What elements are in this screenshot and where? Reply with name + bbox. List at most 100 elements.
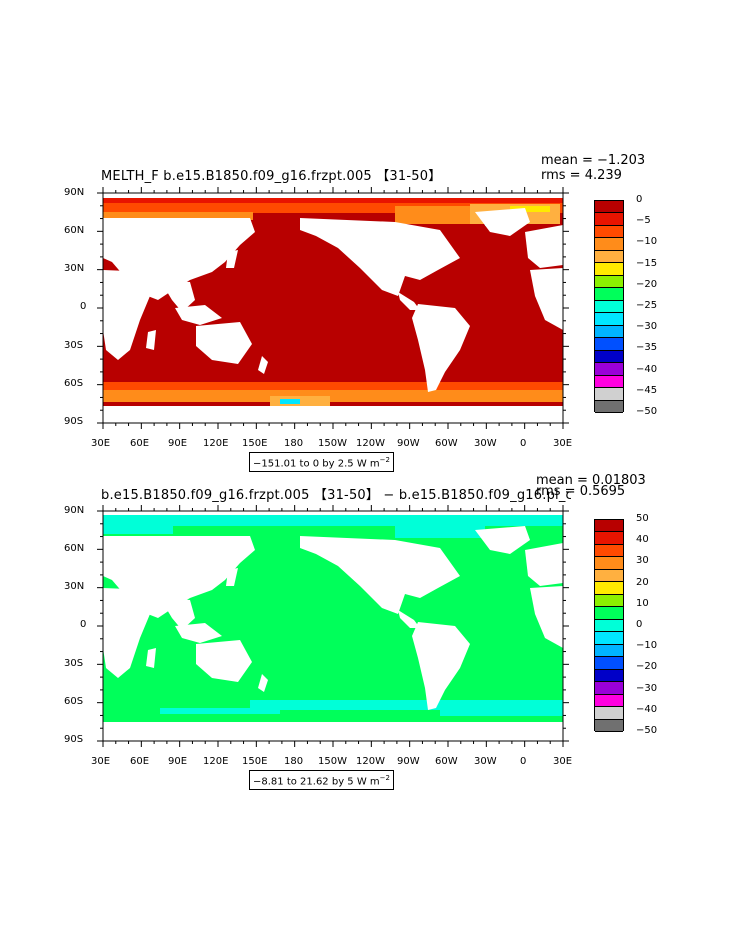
panel-2-lon-label: 90W <box>397 756 420 767</box>
legend-swatch <box>595 582 623 595</box>
legend-label: 0 <box>636 194 643 205</box>
panel-2-lon-label: 180 <box>284 756 304 767</box>
legend-label: −45 <box>636 384 658 396</box>
panel-2-lon-label: 120W <box>356 756 385 767</box>
panel-1-lat-90s: 90S <box>64 416 84 427</box>
legend-swatch <box>595 288 623 301</box>
legend-swatch <box>595 275 623 289</box>
legend-label: −20 <box>636 661 658 673</box>
legend-label: −5 <box>636 215 651 227</box>
legend-swatch <box>595 325 623 339</box>
panel-2-title: b.e15.B1850.f09_g16.frzpt.005 【31-50】 − … <box>101 488 571 503</box>
panel-1-lon-label: 30E <box>553 438 573 449</box>
legend-label: −40 <box>636 703 658 715</box>
legend-label: 0 <box>636 619 643 630</box>
legend-label: 40 <box>636 534 649 546</box>
legend-label: −20 <box>636 278 658 290</box>
panel-1-lat-30n: 30N <box>64 263 85 274</box>
panel-2-lat-90n: 90N <box>64 505 85 516</box>
legend-swatch <box>595 669 623 683</box>
legend-swatch <box>595 707 623 720</box>
panel-1-lon-label: 60W <box>435 438 458 449</box>
panel-1-lon-label: 90E <box>168 438 188 449</box>
panel-2-legend <box>594 519 624 732</box>
panel-1-lat-90n: 90N <box>64 187 85 198</box>
panel-2-lat-30n: 30N <box>64 581 85 592</box>
legend-swatch <box>595 632 623 645</box>
legend-swatch <box>595 532 623 545</box>
panel-1-legend <box>594 200 624 413</box>
panel-2-lon-label: 120E <box>203 756 229 767</box>
panel-1-lon-label: 30E <box>91 438 111 449</box>
legend-label: 30 <box>636 555 649 567</box>
legend-swatch <box>595 263 623 276</box>
legend-swatch <box>595 350 623 364</box>
panel-1-lat-30s: 30S <box>64 340 84 351</box>
panel-2-lon-label: 60W <box>435 756 458 767</box>
legend-label: −30 <box>636 682 658 694</box>
panel-1-lon-label: 150W <box>318 438 347 449</box>
panel-1-lon-label: 0 <box>520 438 527 449</box>
panel-2-lat-30s: 30S <box>64 658 84 669</box>
panel-2-lat-60s: 60S <box>64 696 84 707</box>
legend-swatch <box>595 250 623 264</box>
panel-1-lon-label: 120E <box>203 438 229 449</box>
panel-2-lon-label: 90E <box>168 756 188 767</box>
panel-2-contour-range: −8.81 to 21.62 by 5 W m−2 <box>249 770 394 791</box>
panel-1-lat-0: 0 <box>80 301 87 312</box>
panel-2-lat-90s: 90S <box>64 734 84 745</box>
panel-2-lat-60n: 60N <box>64 543 85 554</box>
legend-label: −35 <box>636 342 658 354</box>
panel-1-range-text: −151.01 to 0 by 2.5 W m <box>253 458 380 470</box>
legend-swatch <box>595 719 623 732</box>
panel-2-range-text: −8.81 to 21.62 by 5 W m <box>253 776 380 788</box>
panel-2-lon-label: 0 <box>520 756 527 767</box>
panel-2-mean: mean = 0.01803 <box>536 473 646 488</box>
legend-swatch <box>595 557 623 570</box>
panel-2-range-exp: −2 <box>379 774 390 782</box>
legend-label: −15 <box>636 257 658 269</box>
panel-1-lon-label: 180 <box>284 438 304 449</box>
panel-2-rms: rms = 0.5695 <box>536 484 626 499</box>
legend-swatch <box>595 644 623 658</box>
legend-swatch <box>595 313 623 326</box>
panel-1-contour-range: −151.01 to 0 by 2.5 W m−2 <box>249 452 394 473</box>
legend-swatch <box>595 225 623 239</box>
panel-1-lat-60s: 60S <box>64 378 84 389</box>
legend-swatch <box>595 607 623 620</box>
panel-1-rms: rms = 4.239 <box>541 168 622 183</box>
legend-label: 20 <box>636 576 649 588</box>
legend-label: −50 <box>636 725 658 736</box>
panel-1-range-exp: −2 <box>379 456 390 464</box>
legend-swatch <box>595 569 623 583</box>
legend-swatch <box>595 544 623 558</box>
legend-swatch <box>595 694 623 708</box>
panel-1-lon-label: 30W <box>474 438 497 449</box>
legend-label: −50 <box>636 406 658 417</box>
panel-2-lon-label: 30E <box>91 756 111 767</box>
panel-2-lon-label: 150E <box>242 756 268 767</box>
panel-1-lon-label: 150E <box>242 438 268 449</box>
legend-swatch <box>595 363 623 376</box>
panel-2-lon-label: 30E <box>553 756 573 767</box>
panel-1-lon-label: 90W <box>397 438 420 449</box>
panel-1-lat-60n: 60N <box>64 225 85 236</box>
legend-swatch <box>595 238 623 251</box>
legend-swatch <box>595 619 623 633</box>
legend-swatch <box>595 594 623 608</box>
legend-swatch <box>595 388 623 401</box>
legend-swatch <box>595 213 623 226</box>
legend-label: 10 <box>636 597 649 609</box>
legend-label: −40 <box>636 363 658 375</box>
legend-swatch <box>595 400 623 413</box>
legend-label: −25 <box>636 300 658 311</box>
panel-1-lon-label: 60E <box>130 438 150 449</box>
panel-1-lon-label: 120W <box>356 438 385 449</box>
legend-label: −30 <box>636 321 658 333</box>
legend-label: −10 <box>636 236 658 248</box>
panel-2-lon-label: 150W <box>318 756 347 767</box>
panel-1-title: MELTH_F b.e15.B1850.f09_g16.frzpt.005 【3… <box>101 169 442 184</box>
legend-swatch <box>595 338 623 351</box>
legend-swatch <box>595 520 623 533</box>
legend-label: −10 <box>636 640 658 652</box>
